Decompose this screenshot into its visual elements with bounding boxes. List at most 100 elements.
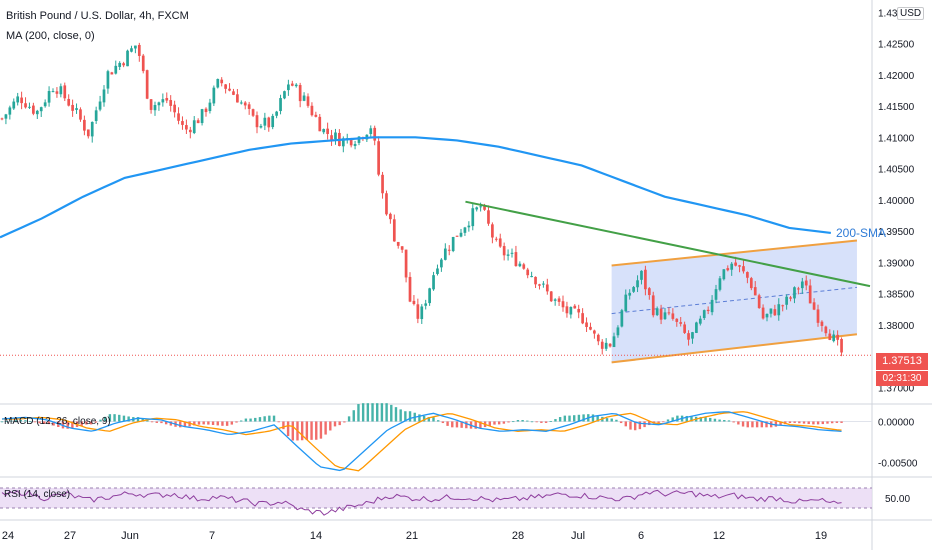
candle-body xyxy=(330,135,333,140)
macd-histogram-bar xyxy=(526,420,529,422)
macd-histogram-bar xyxy=(99,419,102,422)
macd-histogram-bar xyxy=(343,421,346,423)
macd-signal-line xyxy=(2,411,842,472)
candle-body xyxy=(28,106,31,108)
candle-body xyxy=(483,205,486,210)
candle-body xyxy=(793,287,796,299)
macd-histogram-bar xyxy=(704,417,707,422)
macd-histogram-bar xyxy=(202,421,205,425)
candle-body xyxy=(145,70,149,99)
candle-body xyxy=(581,313,584,324)
time-tick-label: 28 xyxy=(512,530,524,542)
candle-body xyxy=(373,127,377,141)
macd-histogram-bar xyxy=(690,416,693,422)
candle-body xyxy=(204,108,208,113)
macd-histogram-bar xyxy=(258,417,262,422)
macd-histogram-bar xyxy=(366,403,370,422)
candle-body xyxy=(538,284,541,286)
candle-body xyxy=(722,269,726,280)
macd-histogram-bar xyxy=(19,420,22,422)
candle-body xyxy=(644,269,647,290)
candle-body xyxy=(255,115,259,128)
candle-body xyxy=(738,265,741,267)
candle-body xyxy=(341,138,345,147)
candle-body xyxy=(63,85,67,99)
candle-body xyxy=(746,272,749,278)
candle-body xyxy=(130,48,133,52)
ma-indicator-label: MA (200, close, 0) xyxy=(6,30,95,42)
candle-body xyxy=(812,302,816,310)
candle-body xyxy=(624,294,628,312)
time-tick-label: 12 xyxy=(713,530,725,542)
candle-body xyxy=(553,299,557,301)
currency-badge[interactable]: USD xyxy=(897,7,925,20)
candle-body xyxy=(141,55,145,72)
macd-histogram-bar xyxy=(512,421,515,423)
macd-histogram-bar xyxy=(221,421,224,426)
candle-body xyxy=(628,292,632,296)
sma-200-line xyxy=(0,136,831,239)
macd-histogram-bar xyxy=(568,415,571,422)
macd-histogram-bar xyxy=(197,421,201,425)
macd-histogram-bar xyxy=(554,419,557,422)
macd-histogram-bar xyxy=(699,417,703,422)
macd-histogram-bar xyxy=(240,420,243,422)
macd-tick-label: 0.00000 xyxy=(878,417,915,428)
candle-body xyxy=(640,270,643,280)
candle-body xyxy=(55,91,59,94)
candle-body xyxy=(820,321,824,326)
macd-histogram-bar xyxy=(244,418,248,422)
macd-histogram-bar xyxy=(427,417,431,422)
candle-body xyxy=(718,278,722,290)
candle-body xyxy=(840,338,843,353)
macd-histogram-bar xyxy=(179,421,182,428)
candle-body xyxy=(134,45,137,49)
macd-histogram-bar xyxy=(122,415,126,422)
macd-histogram-bar xyxy=(52,421,55,426)
candle-body xyxy=(440,259,443,268)
candle-body xyxy=(816,309,820,323)
macd-histogram-bar xyxy=(207,421,210,425)
macd-histogram-bar xyxy=(347,416,351,422)
candle-body xyxy=(408,276,412,302)
macd-histogram-bar xyxy=(812,421,815,425)
candle-body xyxy=(357,136,361,143)
candle-body xyxy=(828,333,832,340)
macd-histogram-bar xyxy=(788,421,792,424)
macd-histogram-bar xyxy=(319,421,323,439)
candle-body xyxy=(110,72,114,75)
macd-histogram-bar xyxy=(376,403,379,422)
candle-body xyxy=(267,117,271,128)
macd-histogram-bar xyxy=(38,421,41,424)
candle-body xyxy=(208,102,212,112)
macd-histogram-bar xyxy=(268,415,271,422)
candle-body xyxy=(659,308,663,320)
macd-histogram-bar xyxy=(113,414,116,422)
candle-body xyxy=(542,283,545,285)
macd-histogram-bar xyxy=(826,421,829,424)
macd-histogram-bar xyxy=(422,416,426,422)
candle-body xyxy=(479,206,482,208)
candle-body xyxy=(67,98,71,106)
candle-body xyxy=(83,119,86,131)
macd-histogram-bar xyxy=(549,421,552,422)
macd-histogram-bar xyxy=(141,418,144,422)
macd-histogram-bar xyxy=(230,421,234,425)
macd-histogram-bar xyxy=(263,416,266,422)
candle-body xyxy=(263,117,267,126)
candle-body xyxy=(663,312,667,320)
candle-body xyxy=(655,308,659,316)
macd-histogram-bar xyxy=(310,421,313,440)
macd-histogram-bar xyxy=(535,421,538,423)
price-tick-label: 1.39000 xyxy=(878,258,915,269)
macd-histogram-bar xyxy=(394,407,398,422)
macd-histogram-bar xyxy=(5,421,8,422)
rsi-line xyxy=(1,489,842,516)
macd-histogram-bar xyxy=(108,414,112,422)
candle-body xyxy=(761,307,765,319)
macd-histogram-bar xyxy=(530,421,534,423)
macd-histogram-bar xyxy=(193,421,196,426)
candle-body xyxy=(114,65,118,74)
macd-histogram-bar xyxy=(361,403,365,422)
